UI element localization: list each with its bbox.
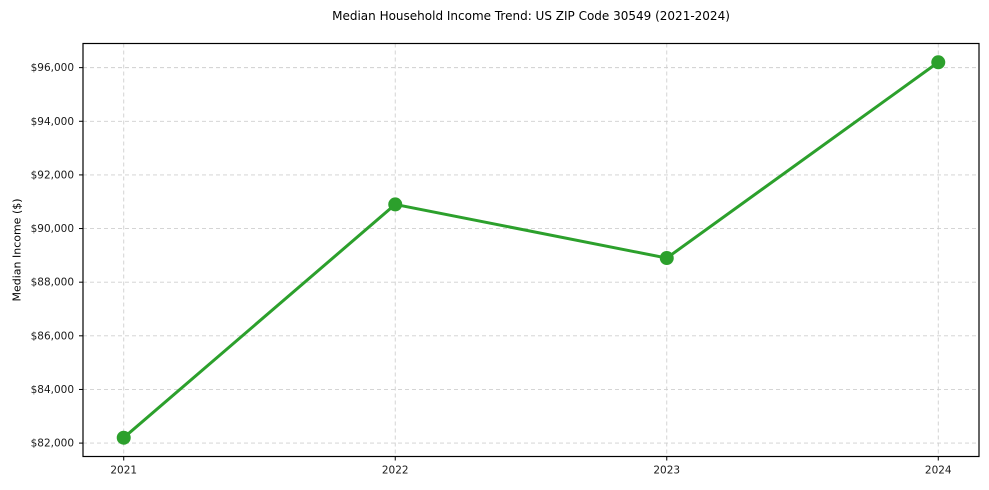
data-point-2023 [659,251,674,266]
y-tick-label: $84,000 [31,384,74,396]
y-tick-label: $86,000 [31,330,74,342]
trend-line [122,60,940,440]
y-tick-label: $92,000 [31,169,74,181]
data-point-2024 [931,55,946,70]
x-tick-label: 2023 [653,465,680,477]
x-tick-label: 2022 [382,465,409,477]
y-tick-label: $82,000 [31,438,74,450]
y-tick-label: $94,000 [31,116,74,128]
data-point-2021 [116,430,131,445]
y-tick-label: $90,000 [31,223,74,235]
data-point-2022 [388,197,403,212]
x-tick-label: 2024 [925,465,952,477]
x-tick-label: 2021 [110,465,137,477]
chart-title: Median Household Income Trend: US ZIP Co… [332,9,730,23]
y-tick-label: $88,000 [31,277,74,289]
plot-border [82,42,980,458]
y-tick-label: $96,000 [31,62,74,74]
